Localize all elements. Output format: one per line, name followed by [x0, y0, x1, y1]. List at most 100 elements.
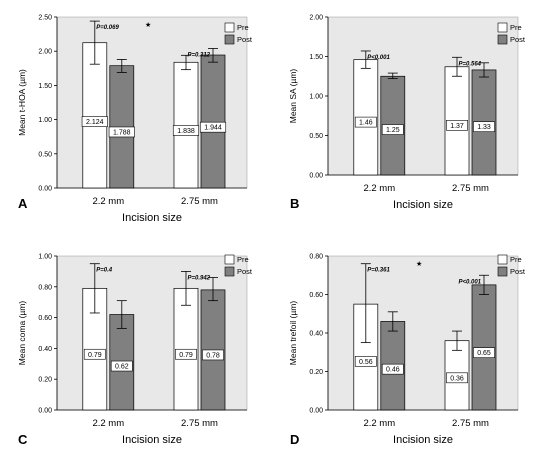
x-category-label: 2.75 mm: [452, 418, 489, 429]
p-value-label: P=0.069: [96, 25, 119, 31]
p-value-label: P=0.564: [459, 61, 482, 67]
data-label-box: [381, 363, 404, 375]
legend-pre-swatch: [224, 254, 235, 265]
y-tick-label: 0.80: [309, 254, 323, 261]
y-tick-label: 0.80: [38, 284, 52, 291]
panel-a: 0.00 0.50 1.00 1.50 2.00 2.50 Mean t-HOA (µm) 2…: [17, 15, 253, 225]
y-tick-label: 1.00: [38, 117, 52, 124]
data-label: 0.46: [386, 367, 400, 374]
y-tick-label: 0.50: [38, 151, 52, 158]
x-category-label: 2.2 mm: [363, 183, 395, 194]
data-label: 0.79: [179, 352, 193, 359]
legend-pre-label: Pre: [237, 23, 249, 32]
y-tick-label: 1.00: [309, 94, 323, 101]
legend-post-swatch: [224, 34, 235, 45]
data-label: 0.36: [450, 375, 464, 382]
data-label-box: [202, 349, 224, 361]
data-label-box: [446, 372, 468, 384]
y-tick-label: 0.00: [38, 186, 52, 193]
panel-letter: A: [18, 196, 28, 211]
legend-pre-label: Pre: [510, 255, 522, 264]
y-tick-label: 0.50: [309, 133, 323, 140]
data-label-box: [175, 348, 197, 360]
legend-pre-label: Pre: [510, 23, 522, 32]
data-label: 1.33: [477, 124, 491, 131]
data-label: 1.25: [386, 127, 400, 134]
data-label: 1.838: [177, 128, 195, 135]
post-bar: [200, 54, 226, 189]
significance-star: ★: [145, 21, 151, 29]
panel-letter: C: [18, 432, 28, 447]
x-axis-label: Incision size: [393, 199, 453, 211]
x-category-label: 2.75 mm: [181, 196, 218, 207]
legend-post-label: Post: [510, 267, 526, 276]
data-label-box: [446, 119, 468, 131]
significance-star: ★: [416, 260, 422, 268]
y-tick-label: 1.50: [309, 54, 323, 61]
data-label: 1.788: [113, 129, 131, 136]
data-label-box: [473, 121, 495, 133]
data-label-box: [110, 360, 133, 372]
y-tick-label: 0.20: [38, 377, 52, 384]
x-category-label: 2.75 mm: [452, 183, 489, 194]
panel-letter: B: [290, 196, 299, 211]
y-tick-label: 2.00: [38, 49, 52, 56]
data-label-box: [108, 126, 135, 138]
y-tick-label: 0.40: [38, 346, 52, 353]
data-label-box: [172, 125, 200, 136]
p-value-label: P=0.4: [96, 268, 113, 274]
panel-b: 0.00 0.50 1.00 1.50 2.00 Mean SA (µm) 2.2 mm 1.…: [288, 15, 526, 212]
x-axis-label: Incision size: [122, 212, 182, 224]
y-tick-label: 0.00: [38, 408, 52, 415]
legend-post-label: Post: [510, 35, 526, 44]
p-value-label: P=0.942: [188, 275, 211, 281]
y-tick-label: 0.60: [309, 292, 323, 299]
y-axis-label: Mean trefoil (µm): [288, 301, 298, 366]
p-value-label: P=0.361: [367, 268, 390, 274]
panel-letter: D: [290, 432, 299, 447]
x-axis-label: Incision size: [122, 434, 182, 446]
p-value-label: P<0.001: [367, 55, 390, 61]
y-tick-label: 0.00: [309, 408, 323, 415]
x-axis-label: Incision size: [393, 434, 453, 446]
data-label-box: [199, 121, 227, 133]
panel-d: 0.00 0.20 0.40 0.60 0.80 Mean trefoil (µm) 2.2…: [288, 254, 526, 448]
data-label: 1.46: [359, 120, 373, 127]
data-label-box: [473, 347, 495, 358]
data-label-box: [381, 124, 404, 135]
data-label-box: [354, 356, 377, 367]
data-label: 0.56: [359, 359, 373, 366]
legend-post-swatch: [497, 34, 508, 45]
legend-post-swatch: [224, 266, 235, 277]
legend-pre-swatch: [497, 22, 508, 33]
data-label: 1.37: [450, 123, 464, 130]
x-category-label: 2.2 mm: [92, 418, 124, 429]
y-tick-label: 2.50: [38, 15, 52, 22]
y-tick-label: 1.00: [38, 254, 52, 261]
y-tick-label: 1.50: [38, 83, 52, 90]
y-tick-label: 2.00: [309, 15, 323, 22]
y-tick-label: 0.20: [309, 369, 323, 376]
x-category-label: 2.75 mm: [181, 418, 218, 429]
pre-bar: [82, 42, 108, 189]
y-tick-label: 0.60: [38, 315, 52, 322]
y-tick-label: 0.40: [309, 331, 323, 338]
y-axis-label: Mean SA (µm): [288, 69, 298, 124]
data-label: 0.62: [115, 364, 129, 371]
data-label-box: [354, 116, 377, 128]
data-label-box: [83, 348, 106, 360]
data-label: 0.79: [88, 352, 102, 359]
legend-post-label: Post: [237, 267, 253, 276]
y-axis-label: Mean t-HOA (µm): [17, 69, 27, 136]
data-label-box: [81, 116, 108, 127]
p-value-label: P<0.001: [459, 279, 482, 285]
legend-pre-label: Pre: [237, 255, 249, 264]
p-value-label: P=0.312: [188, 52, 211, 58]
legend-pre-swatch: [497, 254, 508, 265]
data-label: 0.78: [206, 352, 220, 359]
legend-post-label: Post: [237, 35, 253, 44]
data-label: 2.124: [86, 119, 104, 126]
x-category-label: 2.2 mm: [92, 196, 124, 207]
legend-post-swatch: [497, 266, 508, 277]
